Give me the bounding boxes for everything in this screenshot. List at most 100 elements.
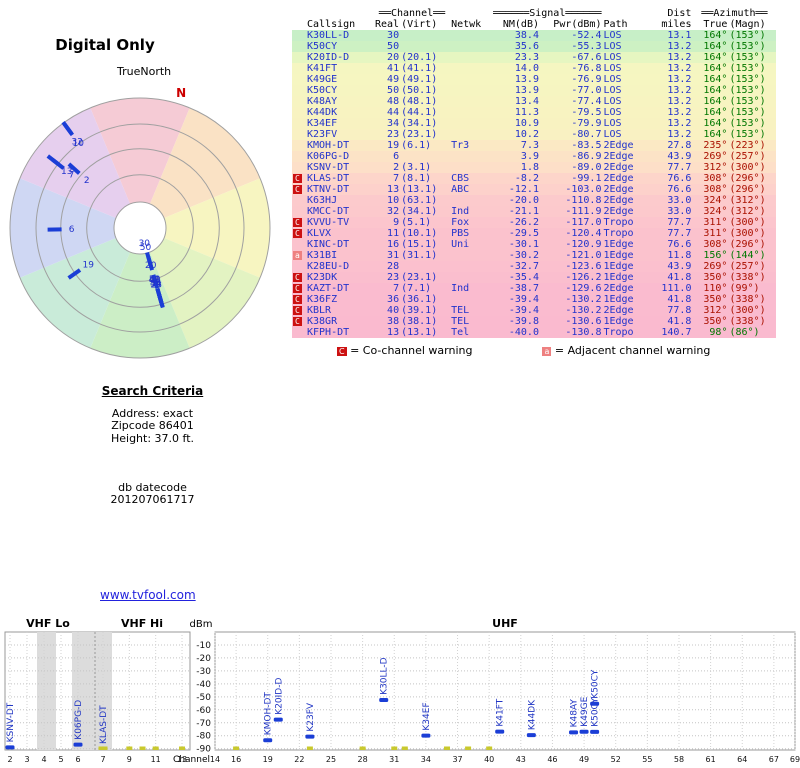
col-header-real: Real xyxy=(375,19,400,30)
callsign-link[interactable]: K28EU-D xyxy=(307,261,350,272)
true-azimuth-cell: 312° xyxy=(703,305,728,316)
table-row: C K36FZ 36 (36.1) -39.4 -130.2 1Edge 41.8 350° (3… xyxy=(292,294,777,305)
true-azimuth-cell: 164° xyxy=(703,107,728,118)
adjacent-channel-warning-badge: a xyxy=(293,251,302,260)
warning-cell xyxy=(292,162,306,173)
table-row: C KTNV-DT 13 (13.1) ABC -12.1 -103.0 2Edge 76.6 3… xyxy=(292,184,777,195)
table-row: KMCC-DT 32 (34.1) Ind -21.1 -111.9 2Edge 33.0 32… xyxy=(292,206,777,217)
magnetic-azimuth-cell: (296°) xyxy=(729,173,766,184)
north-label: N xyxy=(176,86,186,100)
clipped-signal-marker xyxy=(391,746,398,750)
pwr-dbm-cell: -55.3 xyxy=(571,41,602,52)
true-azimuth-cell: 164° xyxy=(703,63,728,74)
table-row: C KBLR 40 (39.1) TEL -39.4 -130.2 2Edge 77.8 312°… xyxy=(292,305,777,316)
callsign-link[interactable]: K20ID-D xyxy=(307,52,350,63)
spacer xyxy=(292,8,306,19)
callsign-link[interactable]: KFPH-DT xyxy=(307,327,350,338)
callsign-link[interactable]: KAZT-DT xyxy=(307,283,350,294)
warning-cell xyxy=(292,74,306,85)
pwr-dbm-cell: -123.6 xyxy=(565,261,602,272)
path-cell: 2Edge xyxy=(603,206,634,217)
callsign-link[interactable]: KLAS-DT xyxy=(307,173,350,184)
virtual-channel-cell xyxy=(400,30,450,41)
path-cell: 2Edge xyxy=(603,283,634,294)
callsign-link[interactable]: K23FV xyxy=(307,129,338,140)
true-azimuth-cell: 164° xyxy=(703,96,728,107)
magnetic-azimuth-cell: (300°) xyxy=(729,228,766,239)
callsign-link[interactable]: K23DK xyxy=(307,272,338,283)
callsign-link[interactable]: K48AY xyxy=(307,96,338,107)
callsign-link[interactable]: K50CY xyxy=(307,41,338,52)
pwr-dbm-cell: -52.4 xyxy=(571,30,602,41)
virtual-channel-cell: (3.1) xyxy=(401,162,432,173)
gray-band xyxy=(37,632,56,750)
channel-tick-label: 69 xyxy=(790,755,800,764)
callsign-link[interactable]: KMCC-DT xyxy=(307,206,350,217)
virtual-channel-cell: (34.1) xyxy=(401,118,438,129)
path-cell: LOS xyxy=(603,107,622,118)
magnetic-azimuth-cell: (312°) xyxy=(729,195,766,206)
height-line: Height: 37.0 ft. xyxy=(110,432,195,446)
nm-db-cell: -20.0 xyxy=(508,195,539,206)
callsign-link[interactable]: K34EF xyxy=(307,118,338,129)
callsign-link[interactable]: KINC-DT xyxy=(307,239,350,250)
callsign-link[interactable]: K38GR xyxy=(307,316,338,327)
co-channel-legend: C = Co-channel warning xyxy=(337,344,472,357)
clipped-signal-marker xyxy=(486,746,493,750)
callsign-link[interactable]: K36FZ xyxy=(307,294,338,305)
col-header-nm: NM(dB) xyxy=(502,19,539,30)
real-channel-cell: 34 xyxy=(387,118,400,129)
co-channel-warning-badge: C xyxy=(293,306,302,315)
callsign-link[interactable]: K50CY xyxy=(307,85,338,96)
distance-cell: 41.8 xyxy=(667,294,692,305)
real-channel-cell: 2 xyxy=(393,162,400,173)
signal-strength-chart: -10-20-30-40-50-60-70-80-902 3 4 5 6 7 9 11 13 14… xyxy=(4,617,800,765)
search-criteria: Search Criteria Address: exact Zipcode 8… xyxy=(55,384,250,507)
station-table-body: K30LL-D 30 38.4 -52.4 LOS 13.1 164° (153°) K50CY… xyxy=(292,30,777,338)
magnetic-azimuth-cell: (153°) xyxy=(729,129,766,140)
band-title-vhf-lo: VHF Lo xyxy=(26,617,70,630)
path-cell: 2Edge xyxy=(603,305,634,316)
callsign-link[interactable]: K41FT xyxy=(307,63,338,74)
channel-tick-label: 46 xyxy=(547,755,557,764)
network-cell: TEL xyxy=(451,305,470,316)
callsign-link[interactable]: K30LL-D xyxy=(307,30,350,41)
nm-db-cell: 35.6 xyxy=(514,41,539,52)
callsign-link[interactable]: KLVX xyxy=(307,228,332,239)
callsign-link[interactable]: KMOH-DT xyxy=(307,140,350,151)
station-label: K23FV xyxy=(306,702,316,732)
dist-group-header: Dist xyxy=(667,8,692,19)
dbm-tick-label: -10 xyxy=(196,641,211,651)
table-row: KINC-DT 16 (15.1) Uni -30.1 -120.9 1Edge 76.6 30… xyxy=(292,239,777,250)
warning-cell xyxy=(292,140,306,151)
callsign-link[interactable]: K31BI xyxy=(307,250,338,261)
channel-tick-label: 28 xyxy=(358,755,368,764)
dbm-axis-label: dBm xyxy=(190,619,213,630)
callsign-link[interactable]: KVVU-TV xyxy=(307,217,350,228)
warning-cell: C xyxy=(292,217,306,228)
magnetic-azimuth-cell: (338°) xyxy=(729,272,766,283)
clipped-signal-marker xyxy=(152,746,159,750)
radar-ring xyxy=(9,97,271,359)
virtual-channel-cell: (15.1) xyxy=(401,239,438,250)
warning-cell: C xyxy=(292,173,306,184)
distance-cell: 76.6 xyxy=(667,173,692,184)
callsign-link[interactable]: K63HJ xyxy=(307,195,338,206)
nm-db-cell: -8.2 xyxy=(514,173,539,184)
virtual-channel-cell: (48.1) xyxy=(401,96,438,107)
clipped-signal-marker xyxy=(465,746,472,750)
network-cell: Uni xyxy=(451,239,470,250)
tvfool-link[interactable]: www.tvfool.com xyxy=(100,588,196,602)
callsign-link[interactable]: KBLR xyxy=(307,305,332,316)
callsign-link[interactable]: KSNV-DT xyxy=(307,162,350,173)
real-channel-cell: 41 xyxy=(387,63,400,74)
callsign-link[interactable]: K44DK xyxy=(307,107,338,118)
callsign-link[interactable]: KTNV-DT xyxy=(307,184,350,195)
station-label: K44DK xyxy=(527,699,537,730)
true-azimuth-cell: 350° xyxy=(703,294,728,305)
callsign-link[interactable]: K49GE xyxy=(307,74,338,85)
table-row: C KLVX 11 (10.1) PBS -29.5 -120.4 Tropo 77.7 311°… xyxy=(292,228,777,239)
network-cell xyxy=(450,52,492,63)
true-azimuth-cell: 164° xyxy=(703,52,728,63)
callsign-link[interactable]: K06PG-D xyxy=(307,151,350,162)
